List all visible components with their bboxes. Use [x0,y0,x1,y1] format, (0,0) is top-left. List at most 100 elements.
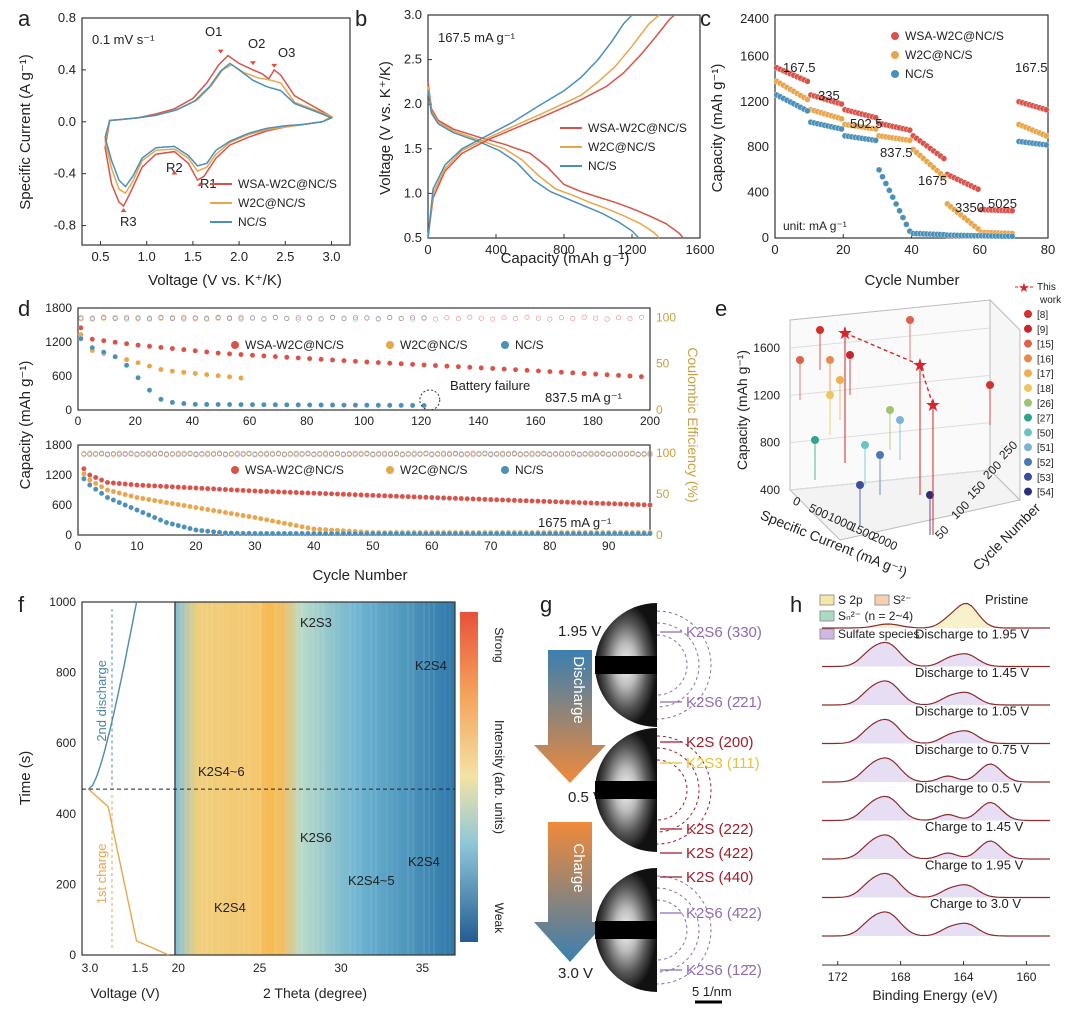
panel-d-point [421,362,427,368]
panel-f-ylabel: Time (s) [17,751,34,805]
panel-d-point [169,399,176,406]
panel-d-point [328,491,335,497]
panel-d-point [192,348,199,354]
panel-d-point [210,507,217,514]
panel-c-point [838,115,845,122]
panel-d-ce-point [529,452,535,458]
panel-d-ce-point [158,314,164,320]
panel-d-point [204,528,211,534]
panel-g-ring-label: K2S6 (4̄22) [686,905,762,922]
panel-d-ce-point [604,316,610,322]
panel-letter-d: d [18,296,30,321]
panel-d-point [409,361,416,368]
panel-b-curve-2 [427,90,640,239]
panel-d-ce-point [421,315,427,321]
panel-e-ref-point [986,381,994,389]
panel-e-ref-label: [50] [1037,428,1054,439]
panel-d-ce-point [205,452,211,458]
panel-d-point [306,402,313,408]
panel-d-ce-point [635,451,641,457]
panel-d-point [238,351,244,358]
panel-d-bottom-xtick: 30 [248,539,262,553]
panel-d-point [234,487,240,493]
panel-d-failure: Battery failure [450,378,530,393]
panel-d-ce-point [240,451,246,457]
panel-c-point [1008,207,1016,214]
panel-d-point [529,530,535,537]
panel-d-top-xtick: 20 [129,414,143,428]
panel-d-ce-point [370,451,376,457]
panel-e-ref-point [796,356,804,364]
panel-d-point [423,494,429,501]
panel-d-ce-point [558,315,564,321]
panel-a-peak-label: R2 [166,160,183,175]
panel-d-point [511,530,518,537]
panel-c-point [1008,233,1016,240]
panel-d-ce-point [405,452,411,458]
panel-b-xtick: 1600 [686,242,715,257]
panel-d-ce-point [89,316,95,322]
panel-d-point [488,530,494,537]
panel-d-point [287,530,294,537]
legend-swatch [1024,339,1032,348]
panel-d-bottom-legend: WSA-W2C@NC/S [245,463,344,477]
panel-d-point [375,359,382,366]
panel-d-ce-point [99,451,105,457]
panel-d-point [87,472,93,478]
panel-b-xtick: 1200 [618,242,647,257]
panel-d-point [252,514,258,521]
panel-b-ytick: 2.5 [404,52,422,67]
panel-d-ce-point [600,450,606,456]
panel-d-bottom-legend: NC/S [515,463,544,477]
panel-d-ce-point [181,316,187,322]
legend-swatch [1024,487,1032,496]
panel-c-point [804,107,811,115]
panel-d-point [275,530,282,537]
panel-d-ce-point [376,452,382,458]
panel-e-this-work: work [1039,295,1062,306]
panel-d-ce-point [476,451,482,457]
panel-d-point [600,500,606,507]
legend-swatch [1024,310,1032,318]
panel-d-point [489,365,496,372]
panel-f-charge-curve [87,788,169,956]
panel-d-ce-point [393,450,399,456]
panel-f-phase: K2S4 [408,854,440,869]
panel-d-point [364,402,370,408]
panel-a-legend: NC/S [238,215,267,229]
panel-d-point [417,530,423,537]
panel-d-ce-point [295,314,301,320]
panel-d-point [222,509,229,516]
panel-d-ce-point [104,451,110,457]
panel-d-xlabel: Cycle Number [312,567,407,584]
panel-d-ce-point [417,451,423,457]
panel-d-y2tick: 100 [656,310,676,324]
panel-d-bottom-frame [77,444,651,536]
panel-d-ce-point [215,314,221,320]
panel-d-ce-point [264,452,270,458]
panel-d-point [122,502,128,508]
panel-d-ce-point [199,451,205,457]
panel-d-point [203,349,210,355]
panel-d-point [134,494,140,501]
panel-a-curve-2 [104,62,334,188]
saed-ring [656,735,712,845]
panel-d-point [269,530,276,537]
legend-swatch [1024,369,1032,378]
panel-d-point [352,402,359,408]
panel-d-point [386,402,393,409]
panel-c-ytick: 1200 [740,94,769,109]
panel-d-point [240,512,246,519]
panel-d-point [434,530,441,537]
panel-d-ce-point [523,451,529,457]
panel-d-point [517,497,524,504]
panel-d-ce-point [346,451,352,457]
panel-g-v1: 1.95 V [558,623,601,640]
panel-d-point [158,396,164,402]
panel-e-ref-label: [16] [1037,354,1054,365]
panel-e-ref-point [886,406,894,414]
panel-d-ce-point [505,451,511,457]
panel-d-top-xtick: 60 [243,414,257,428]
panel-d-ce-point [81,451,87,457]
panel-h-fill [822,757,1050,782]
